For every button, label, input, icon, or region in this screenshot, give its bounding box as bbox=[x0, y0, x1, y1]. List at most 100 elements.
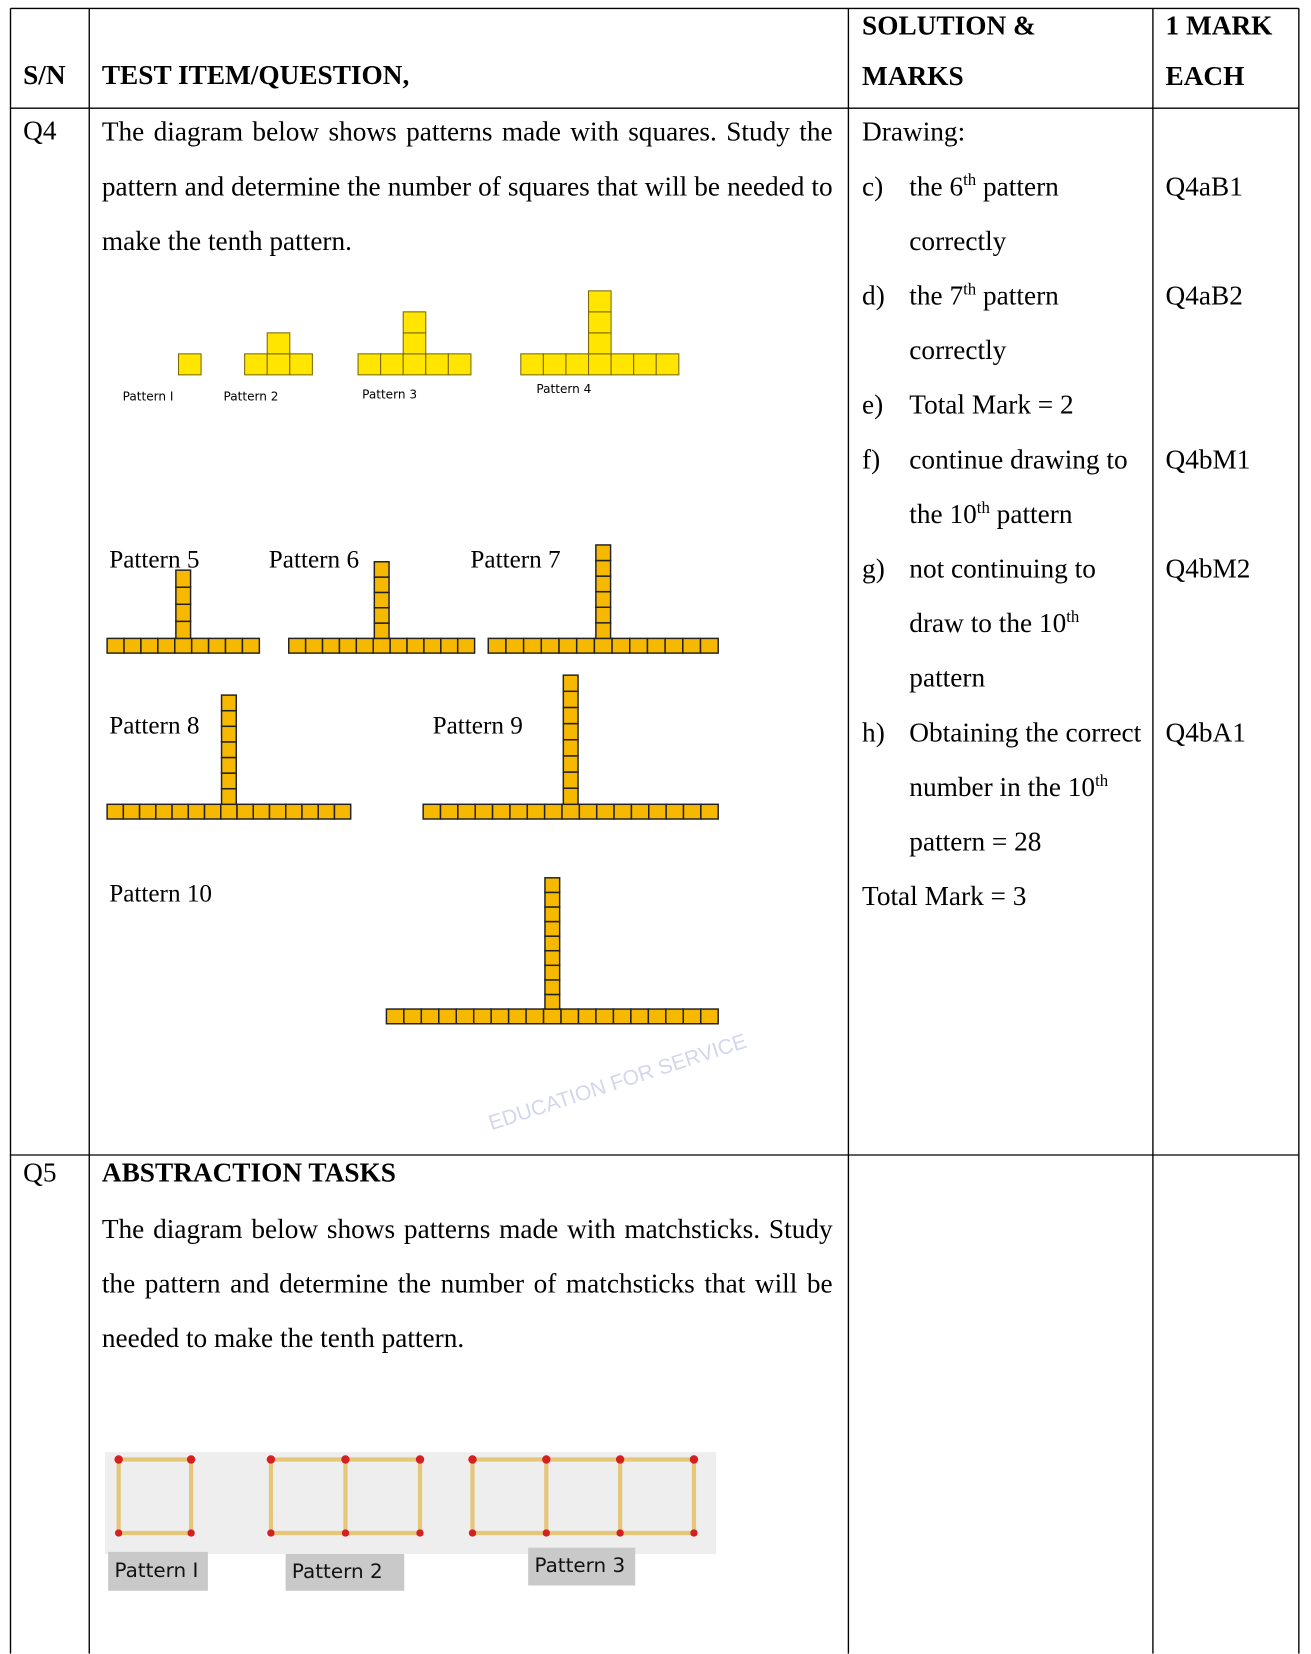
pattern-label: Pattern 4 bbox=[536, 382, 591, 396]
square bbox=[439, 803, 459, 820]
square bbox=[171, 803, 190, 820]
square bbox=[385, 1008, 405, 1025]
pattern-label: Pattern 7 bbox=[470, 547, 560, 574]
square bbox=[207, 637, 227, 654]
square bbox=[138, 803, 157, 820]
match-head bbox=[341, 1529, 350, 1537]
square bbox=[266, 332, 291, 355]
square bbox=[655, 353, 680, 376]
pattern-label: Pattern 8 bbox=[109, 712, 199, 739]
solution-item: e) Total Mark = 2 bbox=[862, 378, 1148, 433]
square bbox=[317, 803, 336, 820]
square bbox=[224, 637, 244, 654]
square bbox=[647, 1008, 667, 1025]
match-head bbox=[416, 1529, 424, 1537]
pattern-label: Pattern I bbox=[123, 389, 174, 403]
header-solution: SOLUTION & MARKS bbox=[862, 10, 1036, 92]
square bbox=[455, 1008, 475, 1025]
pattern-label: Pattern 3 bbox=[534, 1553, 625, 1577]
match-head bbox=[468, 1529, 477, 1537]
square bbox=[438, 1008, 457, 1025]
square bbox=[472, 1008, 492, 1025]
square bbox=[266, 353, 291, 376]
square bbox=[682, 637, 702, 654]
square bbox=[565, 353, 590, 376]
mark-code: Q4aB2 bbox=[1165, 280, 1243, 311]
square bbox=[301, 803, 319, 820]
square bbox=[333, 803, 352, 820]
match-head bbox=[341, 1455, 350, 1464]
square bbox=[575, 637, 596, 654]
square bbox=[423, 637, 442, 654]
item-text: the 6th pattern correctly bbox=[909, 160, 1147, 269]
square bbox=[106, 803, 125, 820]
square bbox=[252, 803, 271, 820]
square bbox=[175, 569, 192, 588]
item-text-part: pattern bbox=[989, 498, 1073, 530]
square bbox=[682, 1008, 702, 1025]
square bbox=[355, 637, 374, 654]
square bbox=[587, 290, 612, 313]
item-label: g) bbox=[862, 553, 885, 584]
square bbox=[665, 1008, 685, 1025]
item-text-part: not continuing to draw to the 10 bbox=[909, 553, 1096, 639]
square bbox=[372, 637, 391, 654]
match-head bbox=[542, 1455, 551, 1464]
item-label: d) bbox=[862, 280, 885, 311]
mark-code: Q4bM2 bbox=[1165, 553, 1251, 584]
square bbox=[474, 803, 494, 820]
item-text-part: pattern correctly bbox=[909, 280, 1059, 366]
square bbox=[544, 920, 561, 937]
match-head bbox=[114, 1529, 123, 1537]
square bbox=[509, 803, 529, 820]
square bbox=[544, 993, 561, 1010]
square bbox=[187, 803, 206, 820]
square bbox=[562, 690, 579, 709]
square bbox=[562, 706, 579, 725]
square bbox=[560, 1008, 580, 1025]
pattern-label: Pattern 2 bbox=[223, 389, 278, 403]
square bbox=[106, 637, 125, 654]
square bbox=[505, 637, 525, 654]
solution-item: c) the 6th pattern correctly bbox=[862, 160, 1148, 269]
item-text-part: pattern correctly bbox=[909, 171, 1059, 257]
match-head bbox=[266, 1455, 276, 1464]
square bbox=[220, 787, 237, 806]
superscript: th bbox=[976, 499, 990, 517]
square bbox=[648, 803, 667, 820]
header-sn: S/N bbox=[23, 59, 66, 91]
solution-total: Total Mark = 3 bbox=[862, 880, 1027, 912]
item-text-part: continue drawing to the 10 bbox=[909, 444, 1128, 530]
square bbox=[544, 877, 561, 894]
square bbox=[220, 756, 237, 774]
item-label: e) bbox=[862, 389, 884, 420]
question-text: The diagram below shows patterns made wi… bbox=[101, 1213, 833, 1354]
square bbox=[440, 637, 459, 654]
pattern-label: Pattern 9 bbox=[433, 712, 523, 739]
mark-code: Q4bA1 bbox=[1165, 717, 1246, 748]
square bbox=[562, 674, 579, 693]
pattern-label: Pattern 2 bbox=[292, 1559, 383, 1583]
item-label: c) bbox=[862, 171, 884, 202]
square bbox=[123, 637, 142, 654]
label-box bbox=[285, 1553, 405, 1591]
match-head bbox=[267, 1529, 275, 1537]
square bbox=[542, 1008, 562, 1025]
square bbox=[304, 637, 324, 654]
pattern-label: Pattern 3 bbox=[362, 387, 417, 401]
square bbox=[610, 353, 635, 376]
solution-item: d) the 7th pattern correctly bbox=[862, 269, 1148, 378]
square bbox=[543, 803, 563, 820]
square bbox=[611, 637, 631, 654]
square bbox=[389, 637, 408, 654]
square bbox=[595, 1008, 615, 1025]
item-text-part: Obtaining the correct number in the 10 bbox=[909, 717, 1142, 803]
square bbox=[587, 311, 612, 334]
item-text: continue drawing to the 10th pattern bbox=[909, 433, 1147, 542]
square bbox=[595, 590, 612, 608]
square bbox=[357, 353, 382, 376]
superscript: th bbox=[963, 171, 977, 190]
square bbox=[447, 353, 472, 376]
square bbox=[562, 755, 579, 773]
